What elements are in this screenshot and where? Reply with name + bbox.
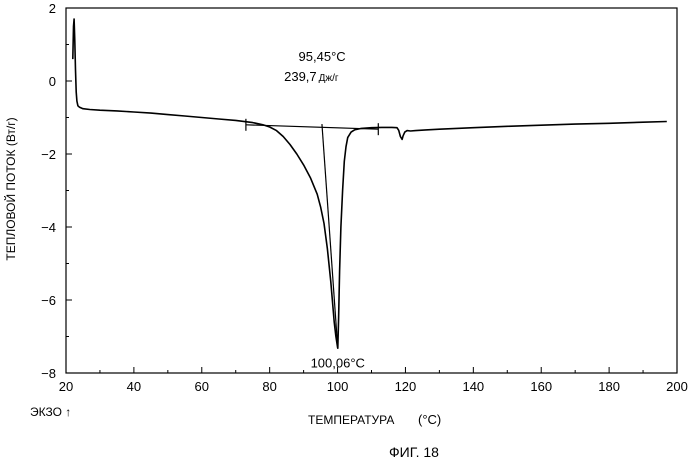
- x-tick-label: 160: [530, 379, 552, 394]
- exo-label: ЭКЗО ↑: [30, 405, 71, 419]
- x-tick-label: 140: [462, 379, 484, 394]
- x-axis-unit: (°C): [418, 412, 441, 427]
- y-tick-label: 0: [49, 74, 56, 89]
- plot-frame: [66, 8, 677, 373]
- heat-flow-curve: [73, 19, 667, 348]
- x-tick-label: 60: [195, 379, 209, 394]
- x-tick-label: 120: [395, 379, 417, 394]
- integration-baseline: [246, 125, 378, 129]
- y-axis-label: ТЕПЛОВОЙ ПОТОК (Вт/г): [3, 117, 18, 260]
- enthalpy-label: 239,7Дж/г: [284, 69, 339, 84]
- onset-temperature-label: 95,45°C: [299, 49, 346, 64]
- figure-caption: ФИГ. 18: [389, 444, 439, 460]
- y-tick-label: −4: [41, 220, 56, 235]
- y-tick-labels: 2 0 −2 −4 −6 −8: [41, 1, 56, 381]
- x-tick-label: 20: [59, 379, 73, 394]
- x-axis-label: ТЕМПЕРАТУРА: [308, 413, 394, 427]
- annotations: 95,45°C 239,7Дж/г 100,06°C: [284, 49, 365, 371]
- axis-ticks: [66, 8, 677, 373]
- x-tick-labels: 20 40 60 80 100 120 140 160 180 200: [59, 379, 688, 394]
- x-tick-label: 200: [666, 379, 688, 394]
- plot-border: [66, 8, 677, 373]
- y-tick-label: −8: [41, 366, 56, 381]
- peak-temperature-label: 100,06°C: [311, 356, 365, 371]
- y-tick-label: 2: [49, 1, 56, 16]
- onset-tangent-line: [322, 124, 338, 348]
- x-tick-label: 40: [127, 379, 141, 394]
- y-tick-label: −2: [41, 147, 56, 162]
- x-tick-label: 80: [262, 379, 276, 394]
- y-tick-label: −6: [41, 293, 56, 308]
- series-layer: [73, 19, 667, 348]
- x-tick-label: 100: [327, 379, 349, 394]
- x-tick-label: 180: [598, 379, 620, 394]
